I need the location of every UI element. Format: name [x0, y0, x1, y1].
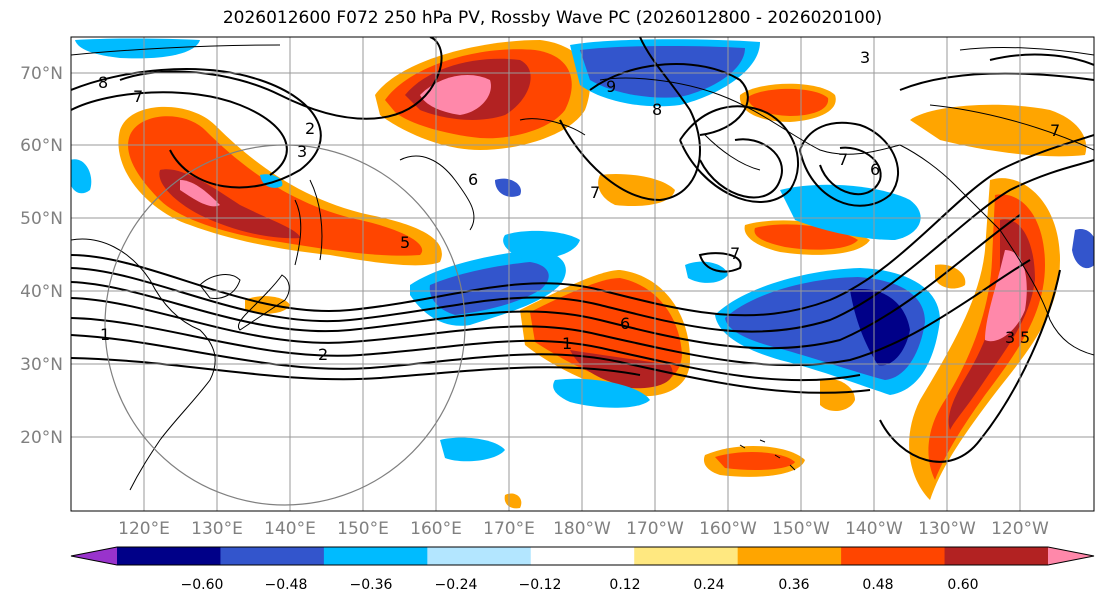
lat-label: 60°N — [20, 136, 63, 156]
colorbar-tick-label: −0.36 — [350, 577, 393, 593]
pv-anomaly-fields — [71, 38, 1094, 509]
colorbar-cell — [841, 547, 946, 565]
lat-label: 50°N — [20, 209, 63, 229]
lat-label: 20°N — [20, 428, 63, 448]
colorbar-cell — [634, 547, 739, 565]
colorbar-cell — [737, 547, 842, 565]
colorbar-tick-label: 0.36 — [778, 577, 809, 593]
influence-circle — [104, 144, 466, 506]
contour-label: 1 — [100, 325, 110, 344]
colorbar-tick-label: 0.60 — [947, 577, 978, 593]
colorbar-tick-label: 0.12 — [609, 577, 640, 593]
contour-label: 7 — [730, 244, 740, 263]
contour-label: 2 — [305, 119, 315, 138]
colorbar: −0.60 −0.48 −0.36 −0.24 −0.12 0.12 0.24 … — [70, 546, 1095, 593]
contour-labels: 8 7 2 3 5 6 7 1 1 2 6 7 9 8 3 7 6 7 3 5 — [98, 48, 1060, 364]
contour-label: 3 — [297, 142, 307, 161]
longitude-labels: 120°E 130°E 140°E 150°E 160°E 170°E 180°… — [118, 519, 1049, 539]
lat-label: 70°N — [20, 64, 63, 84]
contour-label: 7 — [838, 150, 848, 169]
colorbar-tick-label: −0.12 — [519, 577, 562, 593]
contour-label: 7 — [133, 87, 143, 106]
colorbar-outline — [70, 546, 1095, 566]
contour-label: 3 — [860, 48, 870, 67]
map-title: 2026012600 F072 250 hPa PV, Rossby Wave … — [222, 8, 883, 28]
height-contours — [71, 37, 1094, 463]
latitude-labels: 70°N 60°N 50°N 40°N 30°N 20°N — [20, 64, 63, 448]
lon-label: 140°W — [845, 519, 903, 539]
colorbar-cell — [220, 547, 325, 565]
contour-label: 6 — [468, 170, 478, 189]
colorbar-cell — [427, 547, 532, 565]
lon-label: 180°W — [553, 519, 611, 539]
lon-label: 150°E — [337, 519, 389, 539]
contour-label: 9 — [606, 77, 616, 96]
colorbar-extend-low — [71, 547, 117, 565]
contour-label: 7 — [1050, 121, 1060, 140]
coastlines — [71, 44, 1094, 491]
contour-label: 7 — [590, 183, 600, 202]
colorbar-tick-label: −0.48 — [265, 577, 308, 593]
lon-label: 160°E — [410, 519, 462, 539]
colorbar-cell — [530, 547, 635, 565]
colorbar-cell — [944, 547, 1049, 565]
map-frame — [70, 36, 1095, 512]
lon-label: 120°E — [118, 519, 170, 539]
lat-label: 30°N — [20, 355, 63, 375]
lat-label: 40°N — [20, 282, 63, 302]
lon-label: 170°E — [483, 519, 535, 539]
lon-label: 130°E — [191, 519, 243, 539]
lon-label: 150°W — [772, 519, 830, 539]
colorbar-tick-label: 0.48 — [862, 577, 893, 593]
lon-label: 140°E — [264, 519, 316, 539]
contour-label: 1 — [562, 334, 572, 353]
contour-label: 8 — [652, 100, 662, 119]
colorbar-cell — [117, 547, 221, 565]
lon-label: 120°W — [991, 519, 1049, 539]
lon-label: 160°W — [699, 519, 757, 539]
contour-label: 8 — [98, 73, 108, 92]
graticule — [71, 37, 1094, 511]
contour-label: 5 — [400, 233, 410, 252]
colorbar-tick-label: −0.60 — [181, 577, 224, 593]
contour-label: 2 — [318, 345, 328, 364]
contour-label: 6 — [620, 314, 630, 333]
colorbar-tick-label: 0.24 — [693, 577, 724, 593]
lon-label: 130°W — [918, 519, 976, 539]
colorbar-extend-high — [1048, 547, 1094, 565]
contour-label: 5 — [1020, 328, 1030, 347]
colorbar-tick-label: −0.24 — [435, 577, 478, 593]
contour-label: 6 — [870, 160, 880, 179]
lon-label: 170°W — [626, 519, 684, 539]
colorbar-cell — [323, 547, 428, 565]
contour-label: 3 — [1005, 328, 1015, 347]
